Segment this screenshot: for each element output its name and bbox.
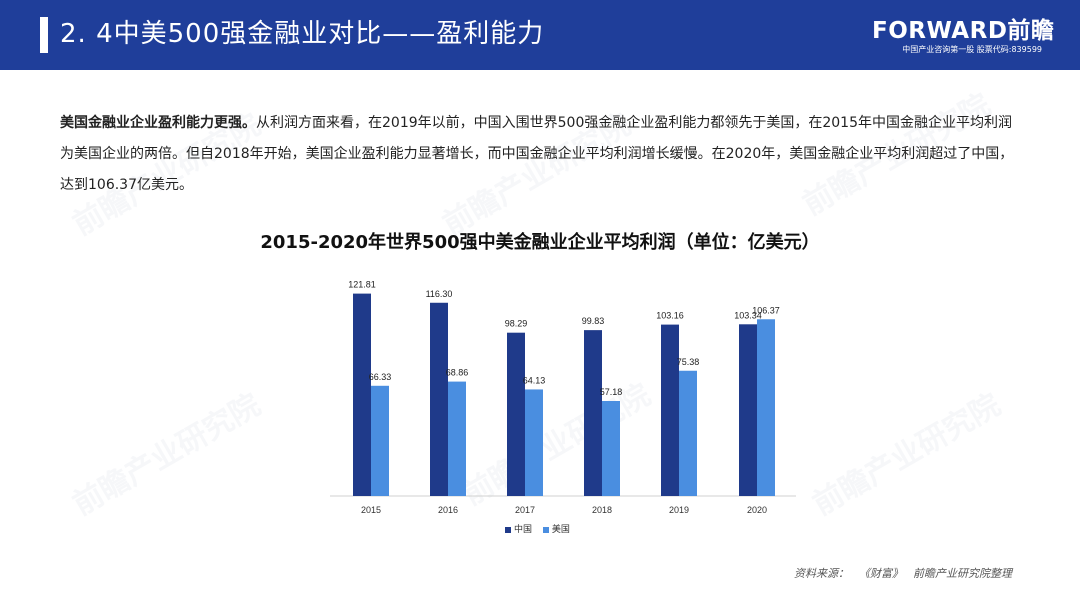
data-label-china-2015: 121.81 <box>348 280 376 290</box>
legend-label-usa: 美国 <box>551 525 570 535</box>
source-note: 资料来源： 《财富》 前瞻产业研究院整理 <box>784 565 1012 581</box>
data-label-china-2016: 116.30 <box>426 289 453 299</box>
data-label-china-2020: 103.34 <box>734 310 762 320</box>
source-org: 前瞻产业研究院整理 <box>913 567 1012 580</box>
legend-item-china: 中国 <box>505 525 532 535</box>
bar-usa-2017 <box>525 389 543 496</box>
data-label-usa-2017: 64.13 <box>523 375 546 385</box>
data-label-usa-2018: 57.18 <box>600 387 623 397</box>
bar-china-2016 <box>430 302 448 496</box>
chart-title: 2015-2020年世界500强中美金融业企业平均利润（单位：亿美元） <box>260 232 820 253</box>
logo-tagline: 中国产业咨询第一股 股票代码:839599 <box>902 45 1042 54</box>
intro-paragraph: 美国金融业企业盈利能力更强。从利润方面来看，在2019年以前，中国入围世界500… <box>60 108 1020 201</box>
source-ref: 《财富》 <box>859 567 903 580</box>
source-label: 资料来源： <box>794 567 849 580</box>
chart-legend: 中国 美国 <box>505 522 578 535</box>
bar-china-2019 <box>661 324 679 496</box>
data-label-usa-2016: 68.86 <box>446 368 469 378</box>
x-tick-label-2020: 2020 <box>747 505 767 515</box>
legend-label-china: 中国 <box>514 525 533 535</box>
bar-usa-2018 <box>602 400 620 496</box>
bar-china-2018 <box>584 330 602 496</box>
logo-brand-text: FORWARD前瞻 <box>872 18 1055 44</box>
bar-usa-2019 <box>679 370 697 496</box>
legend-swatch-usa <box>542 526 549 533</box>
bar-usa-2020 <box>757 319 775 496</box>
x-tick-label-2016: 2016 <box>438 505 458 515</box>
bar-china-2015 <box>353 293 371 496</box>
page-title: 2. 4中美500强金融业对比——盈利能力 <box>60 19 545 49</box>
data-label-china-2017: 98.29 <box>505 319 528 329</box>
x-tick-label-2019: 2019 <box>669 505 689 515</box>
bar-china-2020 <box>739 324 757 496</box>
data-label-china-2019: 103.16 <box>656 311 684 321</box>
x-tick-label-2015: 2015 <box>361 505 381 515</box>
bar-usa-2016 <box>448 381 466 496</box>
intro-text: 从利润方面来看，在2019年以前，中国入围世界500强金融企业盈利能力都领先于美… <box>60 115 1014 193</box>
legend-item-usa: 美国 <box>542 525 570 535</box>
bar-china-2017 <box>507 332 525 496</box>
legend-swatch-china <box>505 526 511 533</box>
x-tick-label-2017: 2017 <box>515 505 535 515</box>
x-tick-label-2018: 2018 <box>592 505 612 515</box>
intro-bold: 美国金融业企业盈利能力更强。 <box>60 115 256 131</box>
data-label-usa-2019: 75.38 <box>677 357 700 367</box>
bar-usa-2015 <box>371 385 389 496</box>
data-label-china-2018: 99.83 <box>582 316 605 326</box>
header-bar: 2. 4中美500强金融业对比——盈利能力 FORWARD前瞻 中国产业咨询第一… <box>0 0 1080 70</box>
title-accent-bar <box>40 17 48 53</box>
data-label-usa-2020: 106.37 <box>752 305 780 315</box>
brand-logo: FORWARD前瞻 中国产业咨询第一股 股票代码:839599 <box>872 18 1055 56</box>
data-label-usa-2015: 66.33 <box>369 372 392 382</box>
